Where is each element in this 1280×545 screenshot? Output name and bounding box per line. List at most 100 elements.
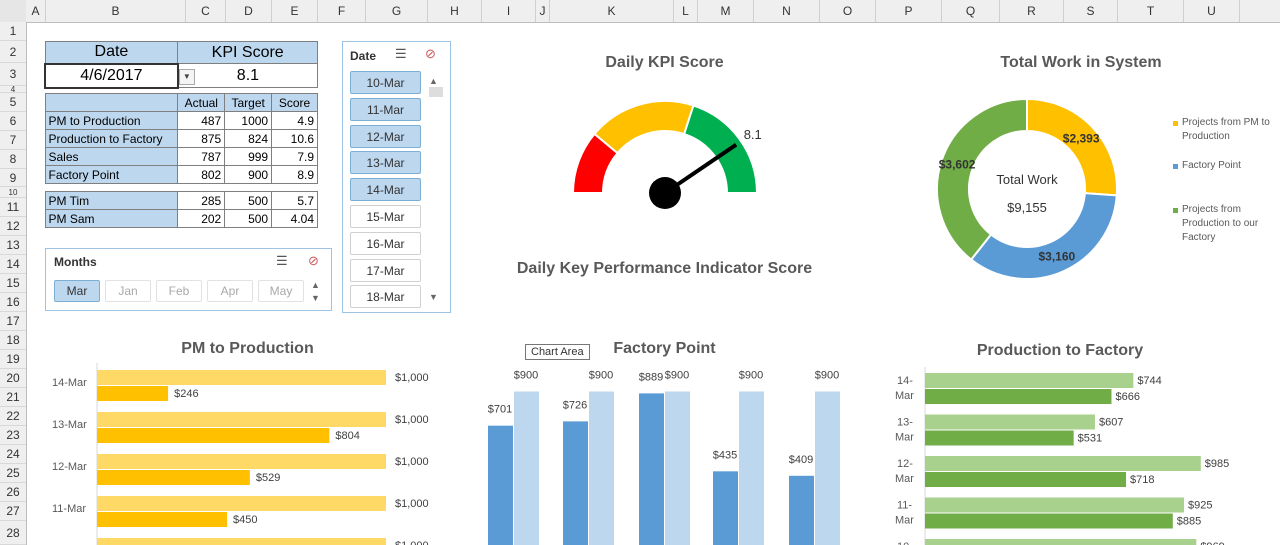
row-header-8[interactable]: 8 (0, 150, 26, 169)
row-header-24[interactable]: 24 (0, 445, 26, 464)
row-header-12[interactable]: 12 (0, 217, 26, 236)
row-header-19[interactable]: 19 (0, 350, 26, 369)
month-item-mar[interactable]: Mar (54, 280, 100, 302)
column-header-U[interactable]: U (1184, 0, 1240, 22)
month-item-apr[interactable]: Apr (207, 280, 253, 302)
cell-score[interactable]: 5.7 (271, 191, 318, 210)
clear-filter-icon[interactable]: ⊘ (308, 253, 319, 268)
column-header-O[interactable]: O (820, 0, 876, 22)
date-item-16-mar[interactable]: 16-Mar (350, 231, 421, 255)
column-header-E[interactable]: E (272, 0, 318, 22)
month-item-jan[interactable]: Jan (105, 280, 151, 302)
scroll-down-icon[interactable]: ▼ (311, 293, 320, 303)
row-header-7[interactable]: 7 (0, 131, 26, 150)
cell-score[interactable]: 4.04 (271, 209, 318, 228)
row-header-20[interactable]: 20 (0, 369, 26, 388)
dropdown-arrow-icon[interactable]: ▼ (178, 68, 195, 85)
production-to-factory-chart[interactable]: Production to Factory $744 $666 14- Mar $607… (879, 327, 1280, 545)
row-header-2[interactable]: 2 (0, 41, 26, 63)
cell-actual[interactable]: 202 (177, 209, 226, 228)
date-item-12-mar[interactable]: 12-Mar (350, 124, 421, 148)
month-item-may[interactable]: May (258, 280, 304, 302)
cell-name[interactable]: Production to Factory (44, 129, 179, 148)
row-header-5[interactable]: 5 (0, 93, 26, 112)
row-header-15[interactable]: 15 (0, 274, 26, 293)
row-header-17[interactable]: 17 (0, 312, 26, 331)
column-header-N[interactable]: N (754, 0, 820, 22)
cell-score[interactable]: 4.9 (271, 111, 318, 130)
scroll-up-icon[interactable]: ▲ (429, 76, 438, 86)
scroll-up-icon[interactable]: ▲ (311, 280, 320, 290)
row-header-14[interactable]: 14 (0, 255, 26, 274)
cell-target[interactable]: 500 (224, 209, 273, 228)
cell-target[interactable]: 1000 (224, 111, 273, 130)
date-item-11-mar[interactable]: 11-Mar (350, 97, 421, 121)
column-header-L[interactable]: L (674, 0, 698, 22)
cell-actual[interactable]: 802 (177, 165, 226, 184)
cell-target[interactable]: 999 (224, 147, 273, 166)
row-header-3[interactable]: 3 (0, 63, 26, 86)
multi-select-icon[interactable]: ☰ (276, 253, 288, 268)
row-header-21[interactable]: 21 (0, 388, 26, 407)
clear-filter-icon[interactable]: ⊘ (425, 46, 436, 61)
cell-name[interactable]: Factory Point (44, 165, 179, 184)
months-slicer[interactable]: Months ☰ ⊘ ▲ ▼ Mar Jan Feb Apr May (45, 248, 332, 311)
cell-name[interactable]: PM Sam (44, 209, 179, 228)
pm-to-production-chart[interactable]: PM to Production $1,000 $246 14-Mar $1,000 $… (45, 327, 450, 545)
column-header-B[interactable]: B (46, 0, 186, 22)
month-item-feb[interactable]: Feb (156, 280, 202, 302)
cell-actual[interactable]: 787 (177, 147, 226, 166)
cell-name[interactable]: PM Tim (44, 191, 179, 210)
row-header-10[interactable]: 10 (0, 187, 26, 198)
column-header-F[interactable]: F (318, 0, 366, 22)
column-header-D[interactable]: D (226, 0, 272, 22)
row-header-1[interactable]: 1 (0, 22, 26, 41)
date-item-18-mar[interactable]: 18-Mar (350, 285, 421, 309)
multi-select-icon[interactable]: ☰ (395, 46, 407, 61)
gauge-chart[interactable]: Daily KPI Score 8.1 Daily Key Performanc… (462, 41, 867, 313)
row-header-18[interactable]: 18 (0, 331, 26, 350)
column-header-R[interactable]: R (1000, 0, 1064, 22)
scrollbar-thumb[interactable] (429, 87, 443, 97)
row-header-9[interactable]: 9 (0, 169, 26, 187)
row-header-4[interactable]: 4 (0, 86, 26, 94)
cell-actual[interactable]: 285 (177, 191, 226, 210)
cell-actual[interactable]: 487 (177, 111, 226, 130)
column-header-K[interactable]: K (550, 0, 674, 22)
cell-target[interactable]: 824 (224, 129, 273, 148)
select-all-corner[interactable] (0, 0, 27, 23)
column-header-Q[interactable]: Q (942, 0, 1000, 22)
cell-target[interactable]: 900 (224, 165, 273, 184)
row-header-23[interactable]: 23 (0, 426, 26, 445)
column-header-H[interactable]: H (428, 0, 482, 22)
date-item-10-mar[interactable]: 10-Mar (350, 71, 421, 94)
column-header-C[interactable]: C (186, 0, 226, 22)
date-slicer[interactable]: Date ☰ ⊘ ▲ ▼ 10-Mar 11-Mar 12-Mar 13-Mar 14-… (342, 41, 451, 313)
cell-score[interactable]: 7.9 (271, 147, 318, 166)
column-header-S[interactable]: S (1064, 0, 1118, 22)
column-header-P[interactable]: P (876, 0, 942, 22)
factory-point-chart[interactable]: Factory Point $701 $900 $726 $900 $889 $900 $4… (462, 327, 867, 545)
row-header-27[interactable]: 27 (0, 502, 26, 521)
cell-target[interactable]: 500 (224, 191, 273, 210)
cell-score[interactable]: 8.9 (271, 165, 318, 184)
date-item-17-mar[interactable]: 17-Mar (350, 258, 421, 282)
donut-chart[interactable]: Total Work in System $2,393 $3,160 $3,602 … (879, 41, 1280, 313)
cell-name[interactable]: PM to Production (44, 111, 179, 130)
cell-name[interactable]: Sales (44, 147, 179, 166)
date-item-15-mar[interactable]: 15-Mar (350, 205, 421, 228)
column-header-I[interactable]: I (482, 0, 536, 22)
scroll-down-icon[interactable]: ▼ (429, 292, 438, 302)
row-header-13[interactable]: 13 (0, 236, 26, 255)
cell-score[interactable]: 10.6 (271, 129, 318, 148)
row-header-16[interactable]: 16 (0, 293, 26, 312)
row-header-6[interactable]: 6 (0, 112, 26, 131)
column-header-A[interactable]: A (26, 0, 46, 22)
row-header-11[interactable]: 11 (0, 198, 26, 217)
column-header-T[interactable]: T (1118, 0, 1184, 22)
row-header-25[interactable]: 25 (0, 464, 26, 483)
date-item-13-mar[interactable]: 13-Mar (350, 151, 421, 175)
column-header-G[interactable]: G (366, 0, 428, 22)
date-cell[interactable]: 4/6/2017 ▼ (44, 62, 195, 89)
cell-actual[interactable]: 875 (177, 129, 226, 148)
